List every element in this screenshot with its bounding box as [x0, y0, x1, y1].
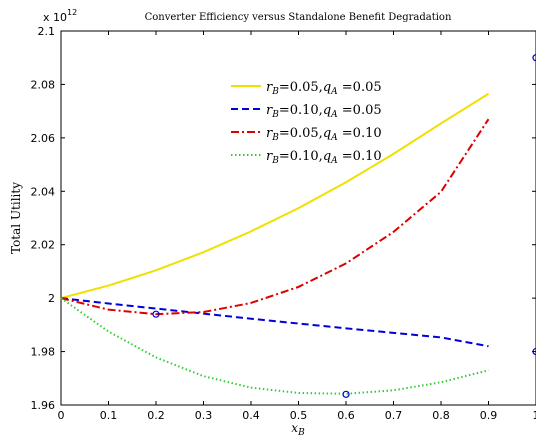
series-line-2: [60, 297, 489, 348]
y-axis-label: Total Utility: [9, 182, 23, 254]
y-exponent-label: x 1012: [43, 8, 77, 24]
x-tick-label: 0.9: [480, 409, 498, 422]
x-tick-label: 0.5: [290, 409, 308, 422]
legend-label-4: rB=0.10,qA =0.10: [266, 149, 382, 166]
legend-label-2: rB=0.10,qA =0.05: [266, 103, 382, 120]
x-tick-label: 0.1: [100, 409, 118, 422]
y-tick-label: 2.04: [31, 185, 56, 198]
plot-area: [60, 30, 536, 406]
legend-label-1: rB=0.05,qA =0.05: [266, 80, 382, 97]
x-tick-label: 0.8: [432, 409, 450, 422]
data-marker: [532, 347, 536, 356]
x-tick-label: 0.3: [195, 409, 213, 422]
y-tick-label: 2.02: [31, 239, 56, 252]
data-marker: [152, 310, 160, 318]
y-tick-label: 2.08: [31, 78, 56, 91]
legend: rB=0.05,qA =0.05 rB=0.10,qA =0.05 rB=0.05,…: [231, 80, 382, 166]
data-marker: [532, 54, 536, 62]
x-tick-label: 0.4: [242, 409, 260, 422]
legend-label-3: rB=0.05,qA =0.10: [266, 126, 382, 143]
x-tick-label: 0.7: [385, 409, 403, 422]
marker-layer: [152, 54, 536, 398]
y-tick-label: 2.06: [31, 132, 56, 145]
y-tick-label: 1.98: [31, 346, 56, 359]
x-axis-label: xB: [291, 421, 305, 435]
x-tick-label: 0.2: [147, 409, 165, 422]
series-layer: [60, 92, 490, 395]
axis-ticks: 0 0.1 0.2 0.3 0.4 0.5 0.6 0.7 0.8 0.9 1 1.96 1.98 2 2.…: [31, 25, 536, 422]
series-line-1: [60, 92, 490, 300]
x-tick-label: 0.6: [337, 409, 355, 422]
y-tick-label: 2.1: [38, 25, 56, 38]
x-tick-label: 1: [533, 409, 536, 422]
chart-title: Converter Efficiency versus Standalone B…: [145, 12, 452, 23]
y-tick-label: 2: [48, 292, 55, 305]
x-tick-label: 0: [58, 409, 65, 422]
series-line-4: [60, 297, 489, 395]
data-marker: [342, 390, 350, 398]
y-tick-label: 1.96: [31, 399, 56, 412]
